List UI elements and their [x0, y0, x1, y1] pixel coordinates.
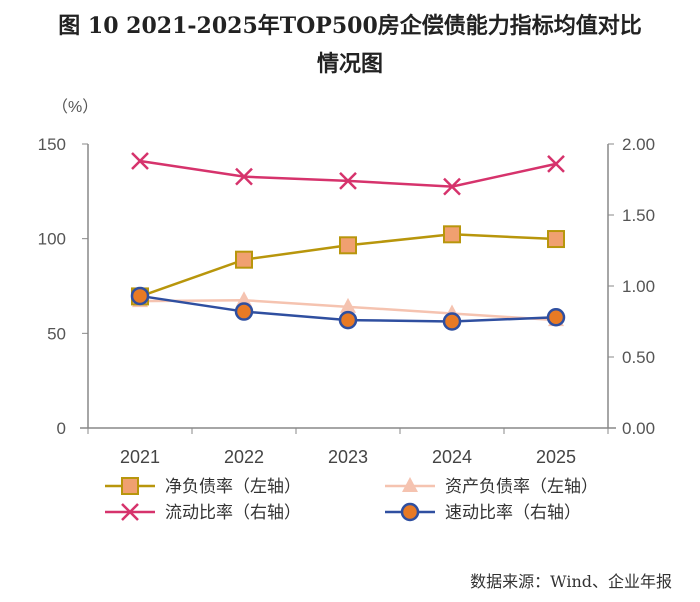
x-tick-label: 2022: [224, 447, 264, 467]
data-point-3: [442, 312, 462, 331]
data-point-2: [131, 152, 149, 170]
x-tick-label: 2021: [120, 447, 160, 467]
data-point-1: [236, 291, 252, 307]
legend-marker: [121, 503, 139, 521]
right-tick-label: 2.00: [622, 135, 655, 154]
legend-label: 流动比率（右轴）: [165, 503, 301, 523]
data-point-3: [546, 307, 566, 327]
right-tick-label: 0.50: [622, 348, 655, 367]
chart: （%） 0 50 100 150 0.00 0.50 1.00 1.50 2.00 2021 2022…: [38, 98, 655, 523]
legend-label: 资产负债率（左轴）: [445, 477, 598, 497]
data-point-0: [339, 236, 357, 255]
data-point-2: [443, 177, 461, 196]
data-point-1: [340, 297, 356, 313]
data-point-0: [547, 230, 565, 249]
left-tick-label: 100: [38, 230, 66, 249]
source-note: 数据来源：Wind、企业年报: [470, 572, 672, 591]
data-point-3: [234, 302, 254, 321]
data-point-0: [235, 250, 253, 269]
data-point-2: [547, 154, 565, 173]
chart-title: 图 10 2021-2025年TOP500房企偿债能力指标均值对比: [58, 13, 642, 39]
chart-title-line2: 情况图: [316, 51, 383, 77]
x-tick-label: 2024: [432, 447, 472, 467]
x-tick-label: 2023: [328, 447, 368, 467]
right-tick-label: 0.00: [622, 419, 655, 438]
right-tick-label: 1.00: [622, 277, 655, 296]
legend-marker: [400, 502, 420, 522]
series-line-2: [139, 159, 557, 188]
data-point-0: [443, 225, 461, 244]
legend-label: 速动比率（右轴）: [445, 503, 581, 523]
left-tick-label: 50: [47, 324, 66, 343]
left-tick-label: 0: [57, 419, 66, 438]
left-tick-label: 150: [38, 135, 66, 154]
legend-label: 净负债率（左轴）: [165, 477, 301, 497]
y-unit-label: （%）: [52, 98, 98, 116]
data-point-3: [338, 310, 358, 330]
data-point-2: [235, 167, 253, 186]
legend-marker: [402, 477, 418, 492]
data-point-3: [130, 286, 150, 306]
x-tick-label: 2025: [536, 447, 576, 467]
right-tick-label: 1.50: [622, 206, 655, 225]
legend-marker: [121, 477, 139, 495]
data-point-2: [339, 172, 357, 190]
